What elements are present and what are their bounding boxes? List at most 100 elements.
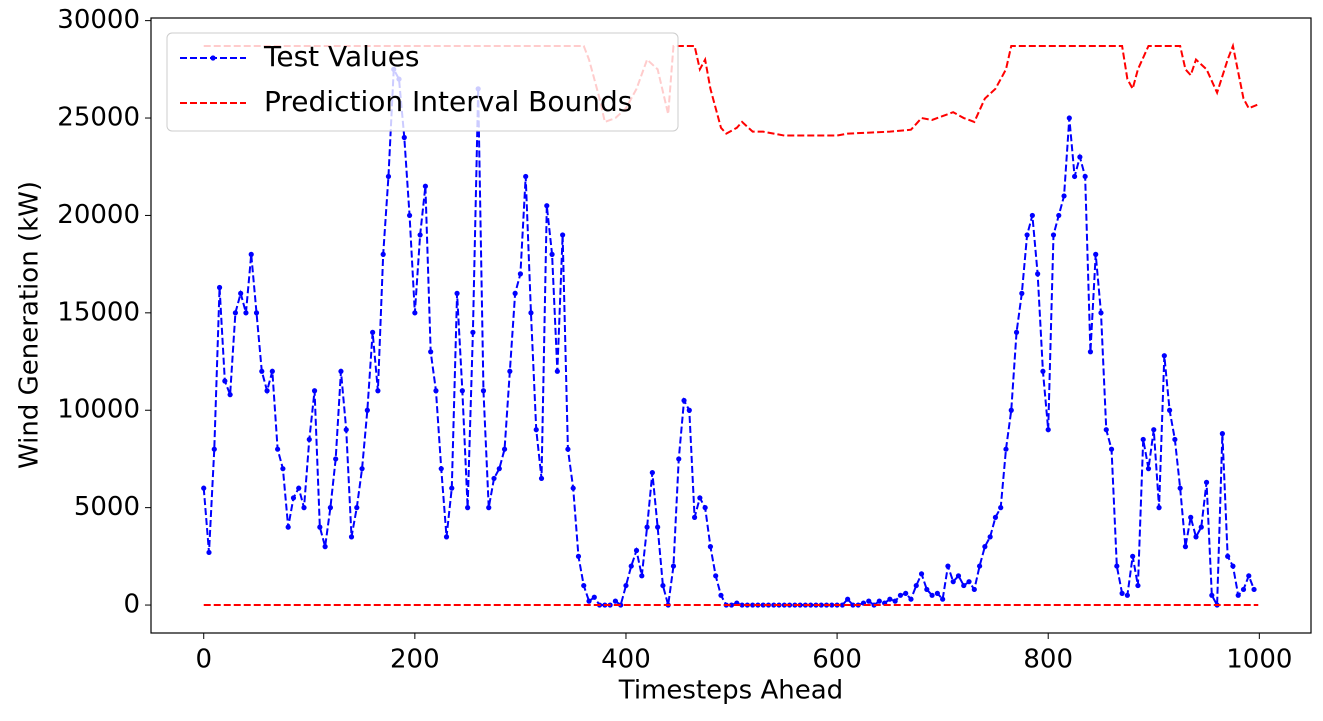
data-point — [713, 573, 719, 579]
data-point — [570, 485, 576, 491]
data-point — [406, 212, 413, 219]
data-point — [760, 602, 766, 608]
data-point — [544, 203, 550, 209]
data-point — [327, 505, 333, 511]
data-point — [1019, 290, 1025, 296]
plot-frame — [150, 17, 1312, 634]
data-point — [565, 446, 571, 452]
data-point — [1061, 193, 1067, 199]
data-point — [1024, 232, 1030, 238]
data-point — [929, 592, 935, 598]
data-point — [412, 310, 418, 316]
data-point — [644, 524, 650, 530]
data-point — [269, 368, 275, 374]
data-point — [961, 582, 967, 589]
data-point — [612, 598, 619, 604]
data-point — [211, 446, 217, 452]
data-point — [591, 594, 597, 600]
data-point — [275, 446, 281, 452]
data-point — [897, 592, 904, 598]
data-point — [623, 582, 629, 589]
data-point — [686, 407, 692, 413]
y-tick-label: 15000 — [57, 297, 140, 327]
data-point — [1219, 431, 1225, 437]
data-point — [560, 232, 566, 238]
data-point — [290, 495, 297, 501]
y-tick-label: 30000 — [57, 5, 140, 35]
data-point — [649, 469, 655, 476]
data-point — [1087, 349, 1094, 355]
data-point — [222, 378, 228, 384]
data-point — [1145, 466, 1152, 472]
data-point — [385, 173, 392, 180]
x-tick-label: 800 — [1023, 645, 1073, 675]
data-point — [480, 388, 487, 394]
data-point — [1251, 586, 1257, 593]
data-point — [1045, 427, 1051, 433]
data-point — [296, 485, 302, 491]
data-point — [501, 446, 508, 452]
data-point — [343, 427, 349, 433]
data-point — [950, 579, 956, 585]
data-point — [887, 596, 893, 602]
data-point — [280, 466, 286, 472]
data-point — [1193, 534, 1199, 540]
data-point — [1077, 154, 1083, 160]
data-point — [581, 582, 587, 589]
data-point — [1151, 427, 1157, 433]
data-point — [1167, 407, 1173, 413]
data-point — [676, 456, 682, 462]
data-point — [512, 290, 518, 296]
data-point — [486, 505, 492, 511]
data-point — [639, 573, 645, 579]
data-point — [253, 310, 260, 316]
data-point — [364, 407, 370, 413]
data-point — [338, 368, 344, 374]
data-point — [354, 505, 360, 511]
data-point — [322, 544, 328, 550]
data-point — [375, 388, 381, 394]
data-point — [818, 602, 824, 608]
data-point — [702, 505, 708, 511]
data-point — [1108, 446, 1115, 452]
x-tick-label: 1000 — [1226, 645, 1292, 675]
data-point — [301, 505, 307, 511]
data-point — [1124, 592, 1130, 598]
y-tick-label: 10000 — [57, 395, 140, 425]
data-point — [1209, 592, 1215, 598]
data-point — [1188, 514, 1194, 520]
data-point — [549, 251, 555, 257]
data-point — [1003, 446, 1009, 452]
data-point — [628, 563, 634, 569]
series-line — [202, 65, 1255, 609]
data-point — [829, 602, 835, 608]
y-axis-label: Wind Generation (kW) — [15, 181, 45, 469]
data-point — [681, 397, 687, 404]
data-point — [1225, 553, 1231, 559]
data-point — [924, 586, 930, 593]
data-point — [285, 524, 291, 530]
data-point — [1056, 212, 1062, 219]
data-point — [248, 251, 254, 257]
data-point — [1182, 544, 1189, 550]
data-point — [586, 598, 592, 604]
data-point — [633, 547, 640, 554]
data-point — [940, 596, 946, 602]
data-point — [1071, 173, 1078, 180]
series-line — [203, 42, 1259, 137]
data-point — [934, 590, 940, 596]
data-point — [491, 475, 497, 482]
data-point — [1035, 271, 1041, 277]
data-point — [1029, 212, 1035, 219]
data-point — [243, 310, 249, 316]
data-point — [317, 524, 323, 530]
legend-label: Test Values — [263, 40, 420, 73]
data-point — [876, 598, 882, 604]
data-point — [998, 505, 1004, 511]
data-point — [533, 427, 539, 433]
data-point — [987, 534, 993, 540]
data-point — [1156, 505, 1162, 511]
x-tick-label: 0 — [195, 645, 212, 675]
data-point — [691, 514, 698, 520]
